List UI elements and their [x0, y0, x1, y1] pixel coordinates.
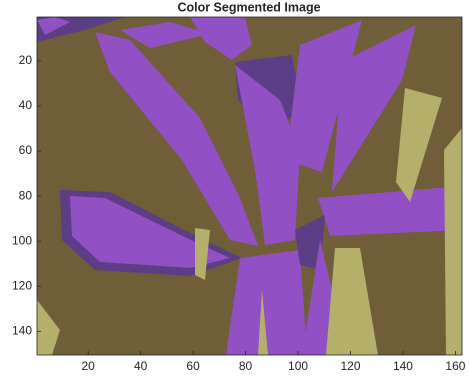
- y-tick-label: 20: [19, 53, 33, 67]
- y-tick-label: 40: [19, 98, 33, 112]
- chart: Color Segmented Image 20 40 60 80 100 120 140 1…: [0, 0, 469, 383]
- y-tick-label: 120: [12, 278, 32, 292]
- x-tick-label: 60: [186, 359, 200, 373]
- x-tick-label: 120: [340, 359, 360, 373]
- segmented-image: [37, 17, 462, 355]
- x-tick-label: 40: [134, 359, 148, 373]
- y-tick-label: 100: [12, 233, 32, 247]
- page: Color Segmented Image 20 40 60 80 100 120 140 1…: [0, 0, 469, 388]
- x-tick-label: 100: [288, 359, 308, 373]
- x-tick-label: 140: [393, 359, 413, 373]
- y-tick-label: 60: [19, 143, 33, 157]
- x-tick-label: 160: [445, 359, 465, 373]
- y-tick-label: 140: [12, 324, 32, 338]
- x-tick-label: 20: [81, 359, 95, 373]
- y-tick-label: 80: [19, 188, 33, 202]
- chart-title: Color Segmented Image: [177, 0, 320, 14]
- x-tick-label: 80: [239, 359, 253, 373]
